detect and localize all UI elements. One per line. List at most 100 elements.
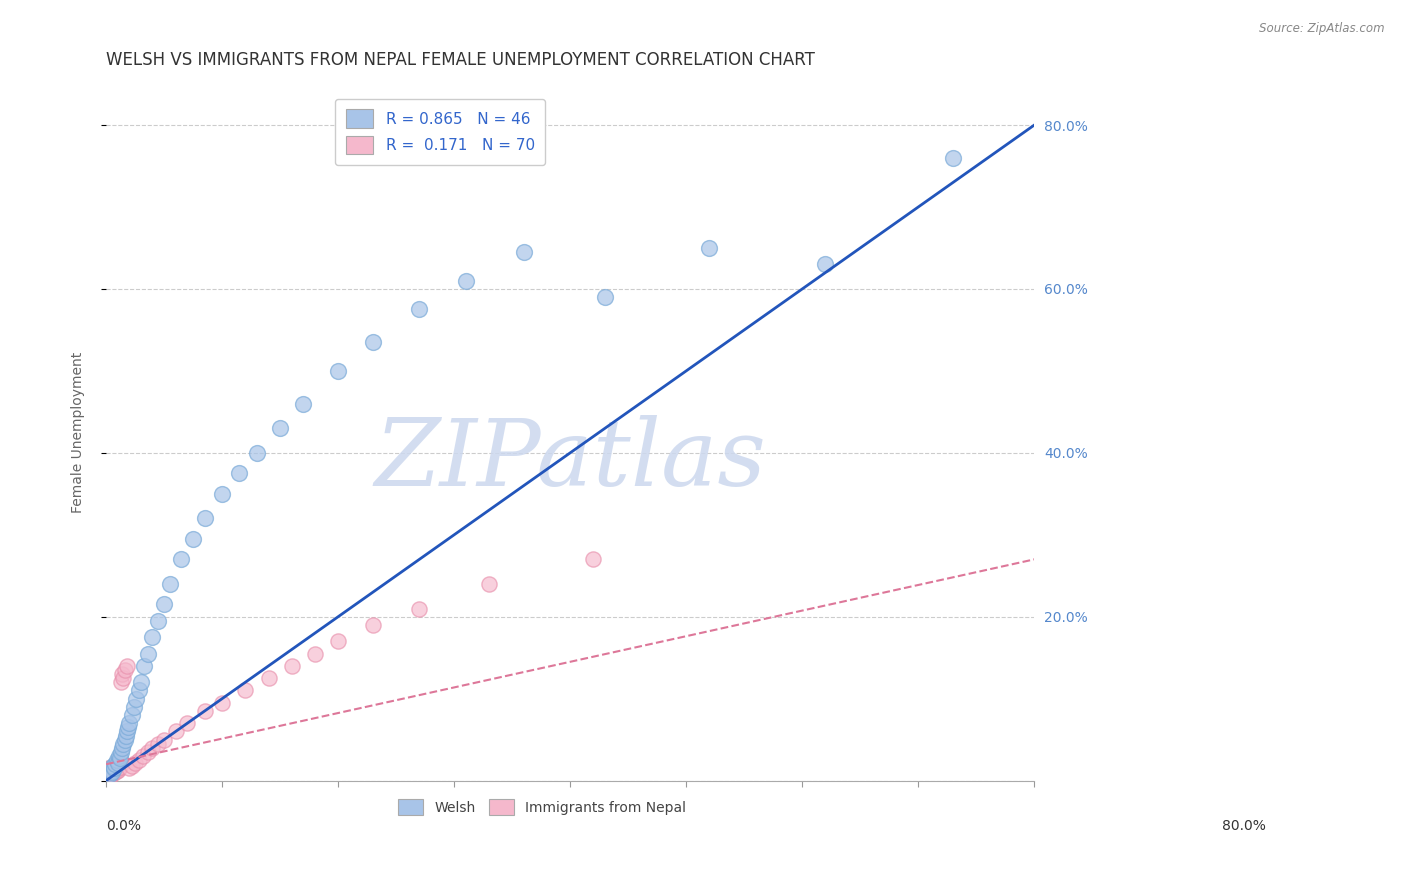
- Point: [101, 767, 124, 781]
- Point: [96, 764, 118, 778]
- Point: [98, 767, 121, 781]
- Point: [246, 446, 269, 460]
- Point: [176, 716, 198, 731]
- Point: [114, 732, 136, 747]
- Point: [110, 745, 132, 759]
- Point: [96, 762, 118, 776]
- Point: [114, 663, 136, 677]
- Point: [103, 761, 125, 775]
- Point: [114, 729, 136, 743]
- Point: [100, 766, 122, 780]
- Point: [170, 552, 193, 566]
- Point: [408, 601, 430, 615]
- Point: [98, 761, 121, 775]
- Point: [108, 750, 131, 764]
- Point: [103, 762, 125, 776]
- Point: [582, 552, 605, 566]
- Point: [280, 659, 302, 673]
- Point: [454, 274, 477, 288]
- Point: [112, 671, 135, 685]
- Point: [105, 764, 128, 778]
- Point: [211, 487, 233, 501]
- Point: [104, 764, 127, 779]
- Point: [101, 760, 124, 774]
- Point: [118, 716, 141, 731]
- Point: [96, 770, 118, 784]
- Point: [134, 659, 156, 673]
- Point: [942, 151, 965, 165]
- Point: [118, 761, 141, 775]
- Point: [153, 732, 176, 747]
- Point: [111, 667, 134, 681]
- Point: [98, 767, 121, 781]
- Point: [107, 763, 129, 777]
- Text: WELSH VS IMMIGRANTS FROM NEPAL FEMALE UNEMPLOYMENT CORRELATION CHART: WELSH VS IMMIGRANTS FROM NEPAL FEMALE UN…: [105, 51, 815, 69]
- Point: [814, 257, 837, 271]
- Point: [108, 749, 131, 764]
- Point: [97, 764, 120, 779]
- Point: [97, 765, 120, 780]
- Point: [96, 766, 118, 780]
- Point: [326, 364, 349, 378]
- Point: [121, 708, 143, 723]
- Point: [104, 757, 127, 772]
- Point: [100, 764, 122, 778]
- Point: [361, 335, 384, 350]
- Point: [101, 760, 124, 774]
- Point: [110, 675, 132, 690]
- Point: [97, 770, 120, 784]
- Point: [104, 761, 127, 775]
- Point: [107, 756, 129, 770]
- Point: [96, 768, 118, 782]
- Point: [128, 753, 150, 767]
- Text: Source: ZipAtlas.com: Source: ZipAtlas.com: [1260, 22, 1385, 36]
- Point: [304, 647, 326, 661]
- Point: [211, 696, 233, 710]
- Point: [132, 749, 155, 764]
- Point: [257, 671, 280, 685]
- Point: [101, 765, 124, 780]
- Point: [141, 740, 163, 755]
- Point: [97, 767, 120, 781]
- Point: [96, 769, 118, 783]
- Point: [269, 421, 291, 435]
- Point: [111, 740, 134, 755]
- Point: [513, 245, 536, 260]
- Point: [97, 768, 120, 782]
- Point: [136, 745, 159, 759]
- Point: [141, 630, 163, 644]
- Point: [136, 647, 159, 661]
- Point: [593, 290, 616, 304]
- Point: [128, 683, 150, 698]
- Point: [129, 675, 152, 690]
- Point: [326, 634, 349, 648]
- Text: 80.0%: 80.0%: [1222, 819, 1267, 833]
- Point: [361, 618, 384, 632]
- Point: [699, 241, 721, 255]
- Point: [148, 737, 170, 751]
- Point: [125, 691, 148, 706]
- Point: [98, 769, 121, 783]
- Point: [101, 765, 124, 780]
- Y-axis label: Female Unemployment: Female Unemployment: [72, 351, 86, 513]
- Point: [117, 720, 139, 734]
- Point: [153, 598, 176, 612]
- Point: [108, 761, 131, 775]
- Text: ZIPatlas: ZIPatlas: [374, 416, 766, 505]
- Point: [121, 759, 143, 773]
- Point: [98, 764, 121, 778]
- Point: [124, 756, 146, 770]
- Point: [105, 760, 128, 774]
- Point: [97, 761, 120, 775]
- Point: [408, 302, 430, 317]
- Point: [148, 614, 170, 628]
- Point: [101, 759, 124, 773]
- Point: [478, 577, 501, 591]
- Point: [96, 764, 118, 779]
- Point: [115, 659, 138, 673]
- Point: [115, 724, 138, 739]
- Point: [122, 699, 145, 714]
- Point: [165, 724, 187, 739]
- Point: [100, 761, 122, 775]
- Point: [96, 765, 118, 780]
